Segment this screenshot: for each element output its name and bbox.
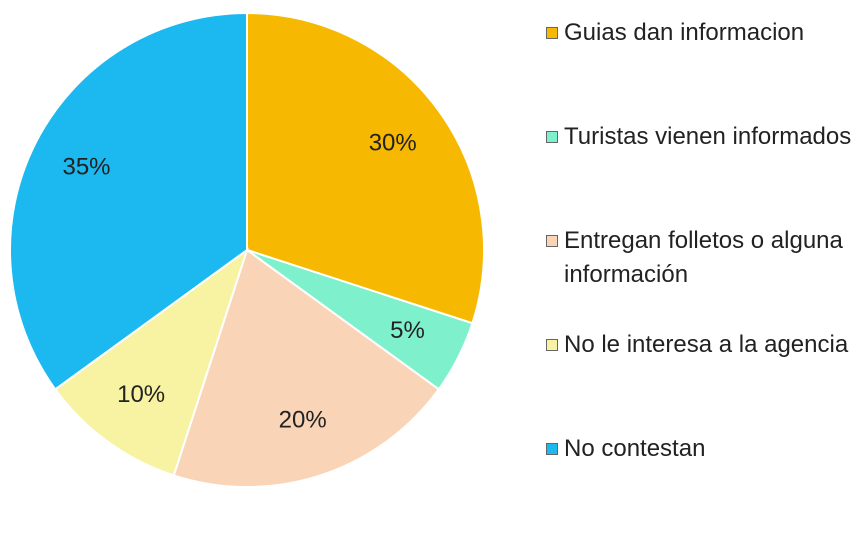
legend-label: Guias dan informacion [564,19,805,46]
data-label: 20% [279,407,327,434]
page: 30% 5% 20% 10% 35% Guias dan informacion Turi… [9,11,852,488]
legend-label: No contestan [564,435,706,462]
legend-swatch [546,443,558,455]
legend-swatch [546,27,558,39]
legend-label: Turistas vienen informados [564,123,852,150]
legend-swatch [546,131,558,143]
legend-swatch [546,339,558,351]
chart: 30% 5% 20% 10% 35% [9,11,485,488]
legend-label: No le interesa a la agencia [564,331,849,358]
legend: Guias dan informacion Turistas vienen inf… [540,16,858,536]
data-label: 5% [390,317,425,344]
legend-swatch [546,235,558,247]
data-label: 35% [62,154,110,181]
legend-item: No le interesa a la agencia [540,328,858,432]
legend-item: No contestan [540,432,858,536]
legend-label: Entregan folletos o alguna información [564,227,843,288]
pie-slice [172,248,441,488]
pie-slice [246,11,485,325]
legend-item: Entregan folletos o alguna información [540,224,858,328]
legend-item: Turistas vienen informados [540,120,858,224]
data-label: 10% [117,381,165,408]
legend-item: Guias dan informacion [540,16,858,120]
pie-slice [9,11,248,391]
data-label: 30% [369,129,417,156]
pie-slice [53,247,249,477]
